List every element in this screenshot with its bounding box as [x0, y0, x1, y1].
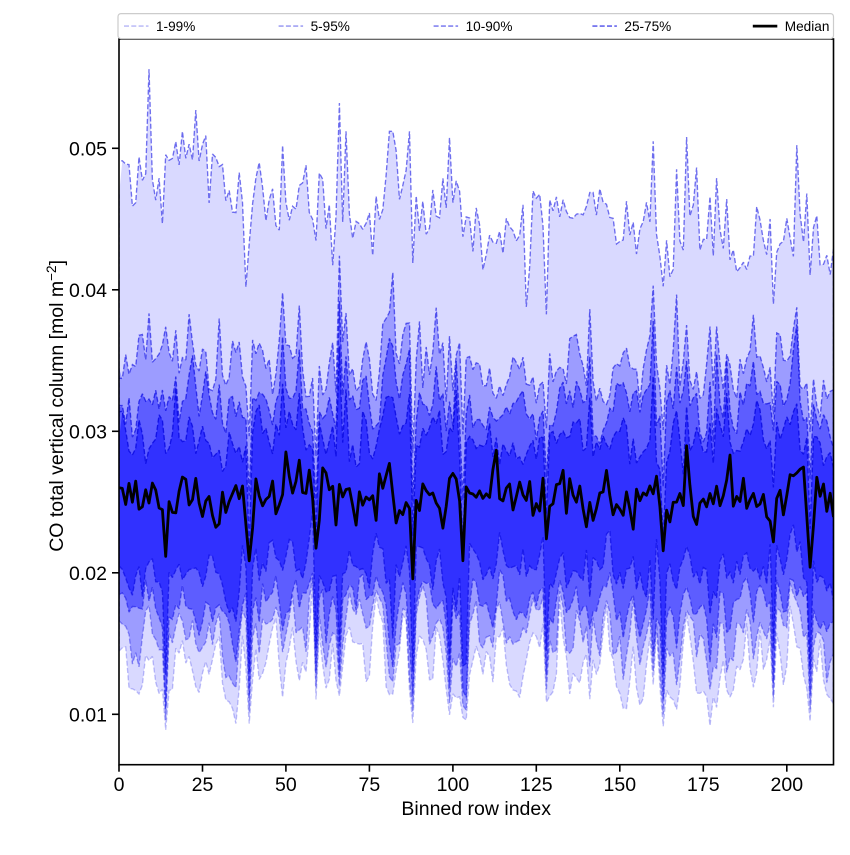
svg-text:CO total vertical column [mol: CO total vertical column [mol m−2] [44, 260, 68, 552]
svg-text:150: 150 [604, 774, 637, 796]
svg-text:Median: Median [785, 19, 830, 34]
svg-text:0.03: 0.03 [69, 421, 107, 443]
svg-text:0.02: 0.02 [69, 563, 107, 585]
svg-text:100: 100 [437, 774, 470, 796]
svg-text:200: 200 [771, 774, 804, 796]
svg-text:75: 75 [359, 774, 381, 796]
svg-text:0.04: 0.04 [69, 280, 107, 302]
svg-text:50: 50 [275, 774, 297, 796]
svg-text:1-99%: 1-99% [156, 19, 195, 34]
svg-text:175: 175 [687, 774, 720, 796]
svg-text:0: 0 [114, 774, 125, 796]
svg-text:10-90%: 10-90% [466, 19, 513, 34]
svg-text:Binned row index: Binned row index [401, 798, 551, 820]
svg-text:0.05: 0.05 [69, 138, 107, 160]
svg-text:0.01: 0.01 [69, 704, 107, 726]
svg-text:125: 125 [520, 774, 553, 796]
svg-text:25-75%: 25-75% [624, 19, 671, 34]
svg-text:25: 25 [192, 774, 214, 796]
svg-text:5-95%: 5-95% [311, 19, 350, 34]
